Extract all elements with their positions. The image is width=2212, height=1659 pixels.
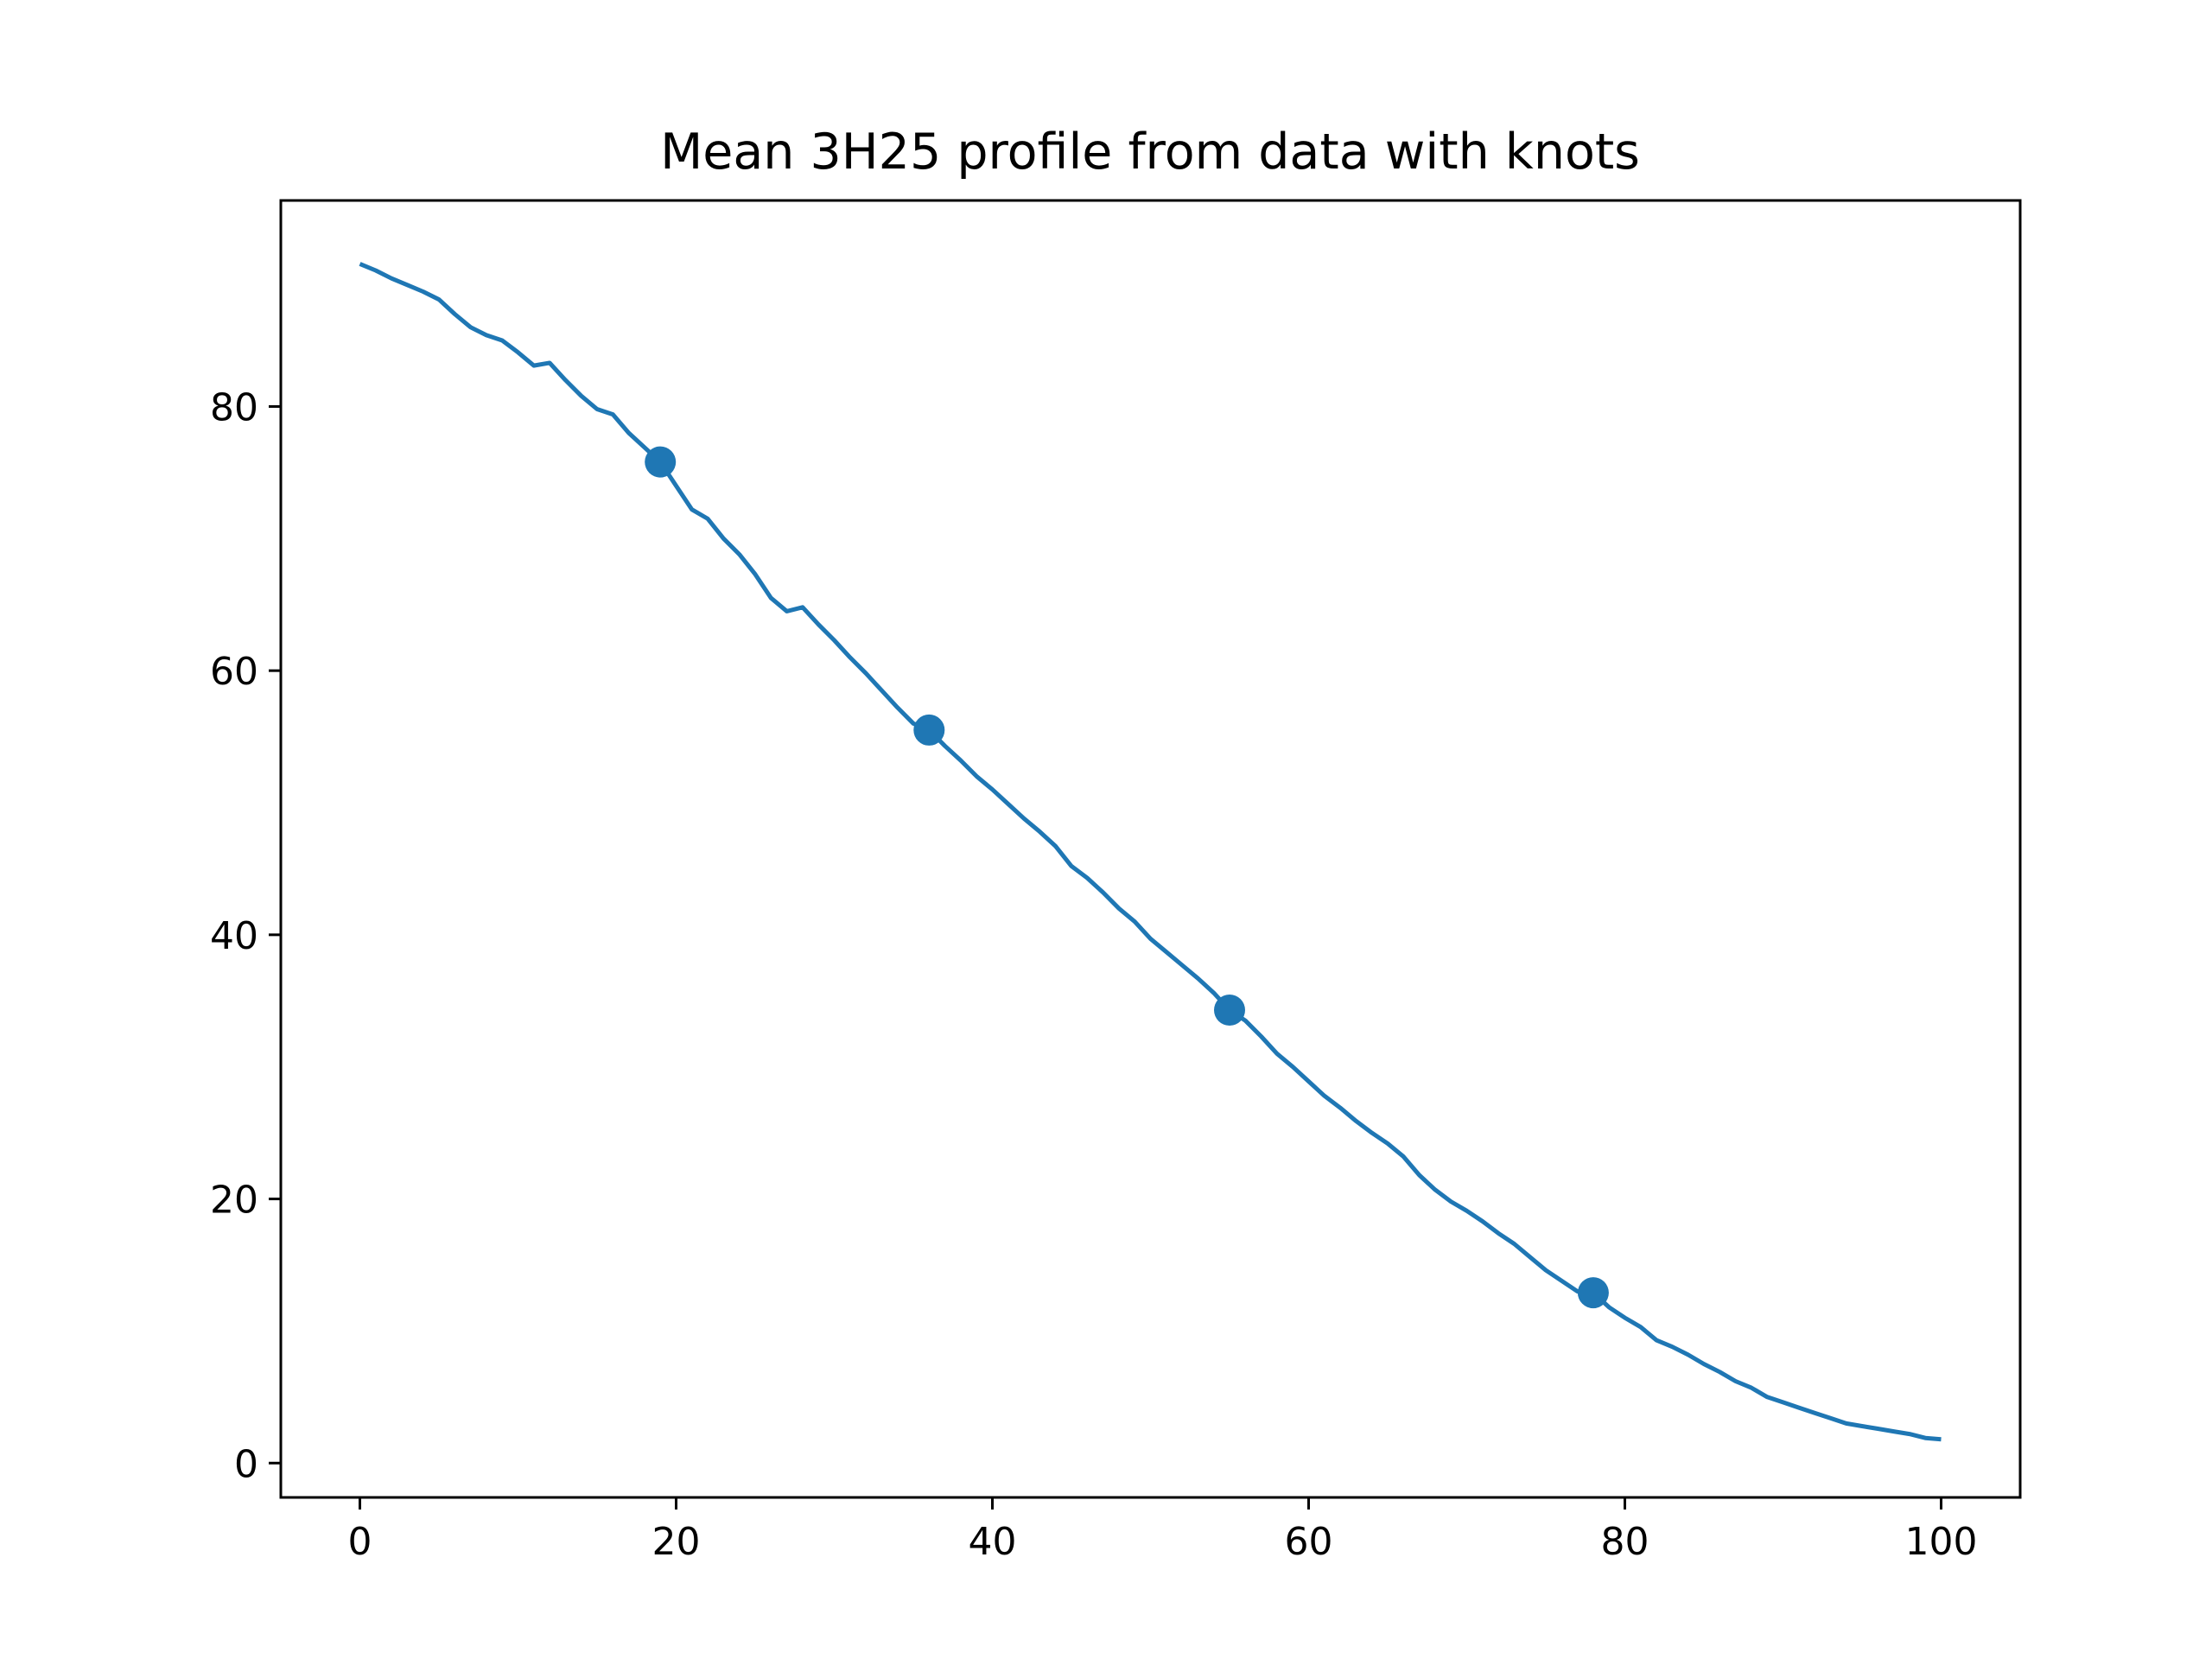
y-tick-label: 0 — [234, 1442, 258, 1486]
series-line — [359, 262, 1942, 1442]
x-tick-label: 20 — [652, 1520, 701, 1564]
y-axis: 0 20 40 60 80 — [210, 385, 281, 1486]
knot-marker — [913, 714, 945, 746]
x-tick-label: 80 — [1601, 1520, 1649, 1564]
knot-marker — [645, 446, 677, 478]
knot-marker — [1214, 994, 1245, 1026]
y-tick-label: 40 — [210, 914, 258, 958]
y-tick-label: 20 — [210, 1179, 258, 1223]
y-tick-label: 80 — [210, 385, 258, 429]
x-tick-label: 100 — [1905, 1520, 1978, 1564]
knot-marker — [1577, 1277, 1609, 1309]
y-tick-label: 60 — [210, 650, 258, 694]
x-tick-label: 0 — [348, 1520, 372, 1564]
x-tick-label: 40 — [969, 1520, 1017, 1564]
x-axis: 0 20 40 60 80 100 — [348, 1497, 1978, 1564]
plot-layer — [359, 262, 1942, 1442]
chart-title: Mean 3H25 profile from data with knots — [660, 124, 1640, 181]
plot-frame — [279, 199, 2022, 1499]
x-tick-label: 60 — [1285, 1520, 1333, 1564]
